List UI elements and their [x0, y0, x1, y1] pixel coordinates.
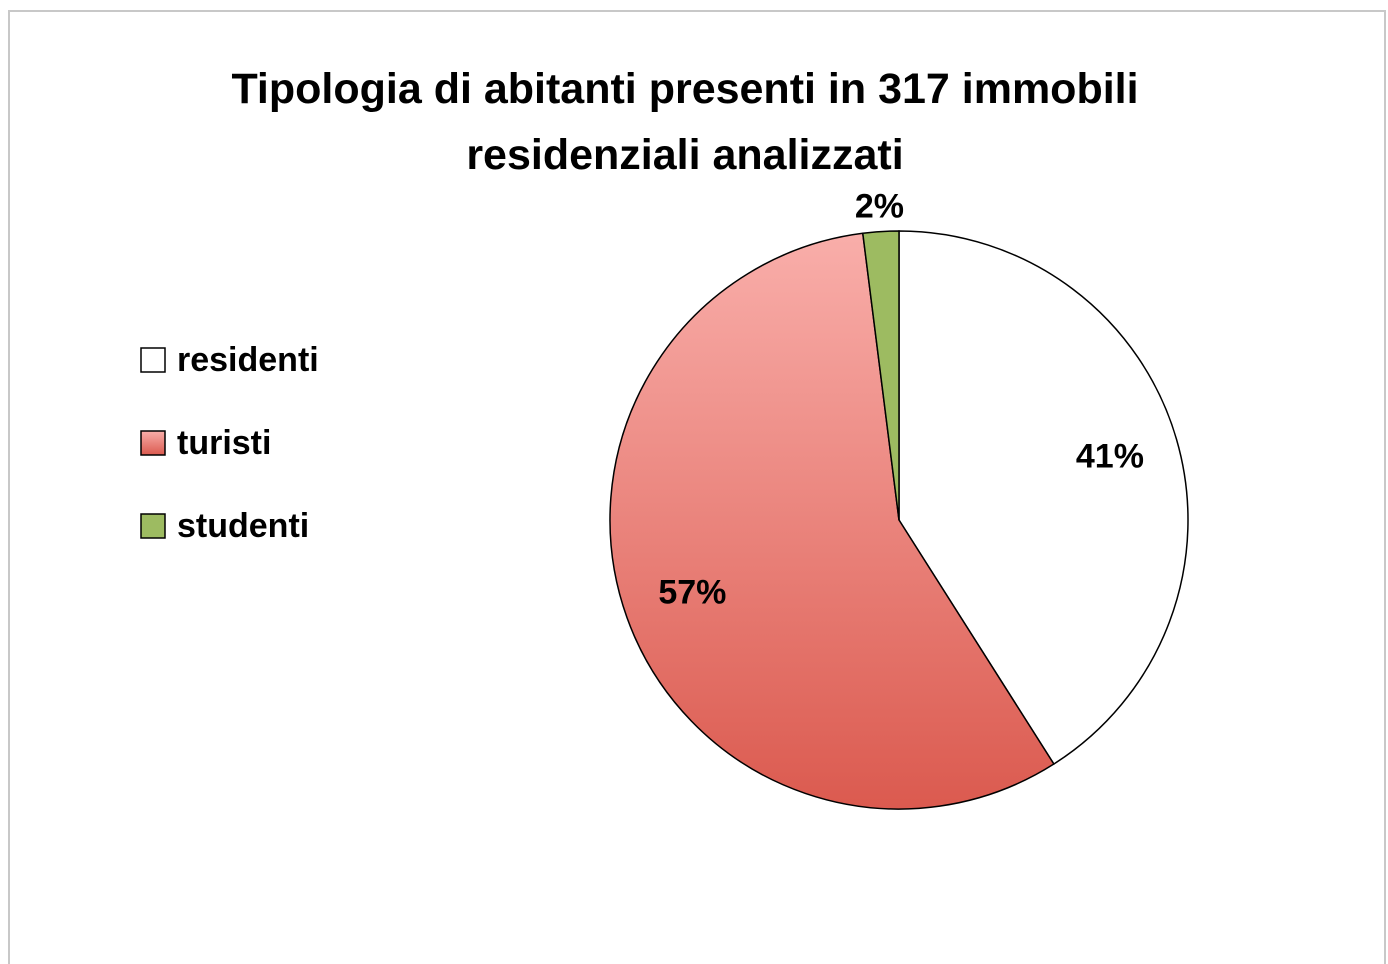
chart-title: Tipologia di abitanti presenti in 317 im…	[231, 65, 1139, 179]
pie-slice	[898, 230, 1189, 766]
legend-swatch	[140, 513, 166, 539]
legend-swatch	[140, 347, 166, 373]
legend-label: residenti	[177, 341, 319, 379]
data-label: 2%	[855, 187, 904, 225]
data-label: 41%	[1076, 438, 1144, 476]
data-label: 57%	[658, 573, 726, 611]
legend-label: turisti	[177, 424, 271, 462]
pie-slice	[861, 230, 900, 521]
chart-frame	[8, 10, 1386, 964]
legend-swatch	[140, 430, 166, 456]
legend-label: studenti	[177, 507, 309, 545]
pie-slice	[609, 232, 1055, 810]
